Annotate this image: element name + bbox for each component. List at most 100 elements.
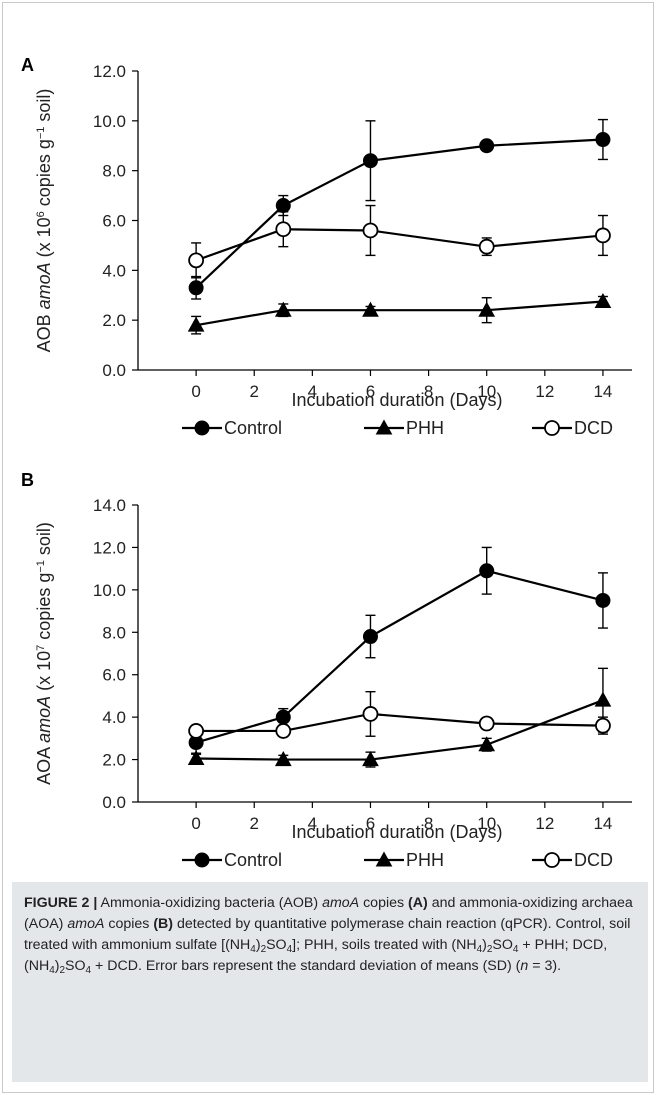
data-point-dcd [362, 706, 379, 722]
caption-gene: amoA [322, 895, 360, 911]
y-axis-title: AOB amoA (x 106 copies g−1 soil) [34, 89, 54, 353]
legend-b: Control PHH DCD [182, 850, 613, 870]
y-tick-label: 10.0 [93, 112, 126, 131]
figure-caption: FIGURE 2 | Ammonia-oxidizing bacteria (A… [24, 893, 639, 977]
legend-label-phh: PHH [406, 850, 444, 870]
data-point-phh [274, 301, 292, 317]
caption-text: + PHH; DCD, (NH [24, 937, 608, 974]
caption-label: FIGURE 2 | [24, 895, 98, 911]
caption-subscript: 4 [476, 943, 483, 955]
y-tick-label: 12.0 [93, 62, 126, 81]
chart-panel-b: 0.0 2.0 4.0 6.0 8.0 10.0 12.0 14.0 0 2 4 6 8 10 12 14 In… [34, 496, 632, 870]
data-point-phh [187, 316, 205, 332]
data-point-control [362, 629, 378, 645]
y-tick-label: 14.0 [93, 496, 126, 515]
y-axis-title-part: 6 [35, 211, 47, 217]
caption-panel-ref-b: (B) [153, 916, 174, 932]
caption-text: copies [104, 916, 154, 932]
data-point-phh [362, 301, 379, 317]
data-point-phh [478, 301, 496, 317]
y-axis-title-part: −1 [35, 127, 47, 140]
y-tick-label: 2.0 [102, 751, 126, 770]
caption-text: SO [65, 958, 86, 974]
y-axis-title-part: AOB [34, 309, 54, 352]
y-axis-title-part: (x 10 [34, 217, 54, 262]
caption-subscript: 4 [286, 943, 293, 955]
series-line-phh [195, 300, 604, 327]
data-point-control [595, 132, 611, 148]
caption-text: ]; PHH, soils treated with (NH [292, 937, 477, 953]
x-tick-label: 10 [477, 814, 496, 833]
x-axis-title: Incubation duration (Days) [291, 822, 502, 842]
caption-text: Ammonia-oxidizing bacteria (AOB) [97, 895, 323, 911]
legend-a: Control PHH DCD [182, 418, 613, 438]
y-tick-label: 4.0 [102, 708, 126, 727]
caption-subscript: 2 [486, 943, 493, 955]
y-axis-title-part: soil) [34, 89, 54, 127]
legend-label-control: Control [224, 418, 282, 438]
series-dcd [188, 204, 611, 279]
x-tick-label: 8 [424, 382, 433, 401]
x-tick-label: 0 [191, 814, 200, 833]
series-phh [187, 292, 612, 335]
caption-text: ) [255, 937, 261, 953]
data-point-dcd [595, 717, 611, 734]
y-tick-label: 0.0 [102, 793, 126, 812]
panel-letter-b: B [21, 470, 34, 490]
caption-panel-ref-a: (A) [408, 895, 428, 911]
y-axis-title-part: −1 [35, 560, 47, 573]
caption-subscript: 4 [250, 943, 256, 955]
caption-text: SO [492, 937, 513, 953]
legend-marker-phh [375, 851, 393, 867]
y-tick-label: 6.0 [102, 212, 126, 231]
data-point-control [479, 563, 495, 579]
legend-label-dcd: DCD [574, 418, 613, 438]
data-point-phh [274, 751, 292, 767]
y-axis-title: AOA amoA (x 107 copies g−1 soil) [34, 522, 54, 785]
x-tick-label: 8 [424, 814, 433, 833]
x-tick-label: 14 [593, 814, 612, 833]
data-point-phh [362, 751, 379, 767]
y-axis-title-part: (x 10 [34, 651, 54, 696]
caption-text: SO [266, 937, 287, 953]
caption-text: ) [54, 958, 60, 974]
chart-panel-a: 0.0 2.0 4.0 6.0 8.0 10.0 12.0 0 2 4 6 8 10 12 14 Incuba… [34, 62, 632, 438]
x-tick-label: 0 [191, 382, 200, 401]
data-point-dcd [188, 252, 205, 269]
data-point-phh [478, 736, 496, 752]
data-point-control [275, 198, 291, 214]
caption-box [12, 882, 648, 1082]
data-point-dcd [595, 227, 611, 244]
data-point-dcd [188, 723, 205, 739]
x-tick-label: 4 [308, 382, 317, 401]
y-axis-title-part: 7 [35, 645, 47, 651]
x-tick-label: 6 [366, 814, 375, 833]
x-tick-label: 6 [366, 382, 375, 401]
legend-marker-control [194, 852, 210, 868]
legend-label-dcd: DCD [574, 850, 613, 870]
legend-marker-phh [375, 419, 393, 435]
y-tick-label: 0.0 [102, 361, 126, 380]
caption-gene: amoA [67, 916, 105, 932]
y-axis-title-part: soil) [34, 522, 54, 560]
caption-subscript: 4 [85, 964, 92, 976]
y-tick-label: 8.0 [102, 623, 126, 642]
y-axis-title-part: copies g [34, 139, 54, 211]
data-point-control [275, 709, 291, 725]
y-axis-title-part: copies g [34, 573, 54, 645]
caption-text: detected by quantitative polymerase chai… [24, 916, 631, 953]
x-tick-label: 2 [250, 814, 259, 833]
x-tick-label: 2 [250, 382, 259, 401]
series-line-control [195, 138, 604, 289]
series-phh [187, 667, 612, 768]
caption-text: and ammonia-oxidizing archaea (AOA) [24, 895, 633, 932]
x-tick-label: 12 [535, 382, 554, 401]
legend-label-phh: PHH [406, 418, 444, 438]
caption-subscript: 2 [260, 943, 267, 955]
data-point-dcd [478, 238, 495, 255]
legend-marker-dcd [544, 420, 560, 436]
data-point-control [362, 153, 378, 169]
y-tick-label: 6.0 [102, 666, 126, 685]
y-tick-label: 2.0 [102, 311, 126, 330]
y-tick-label: 4.0 [102, 261, 126, 280]
